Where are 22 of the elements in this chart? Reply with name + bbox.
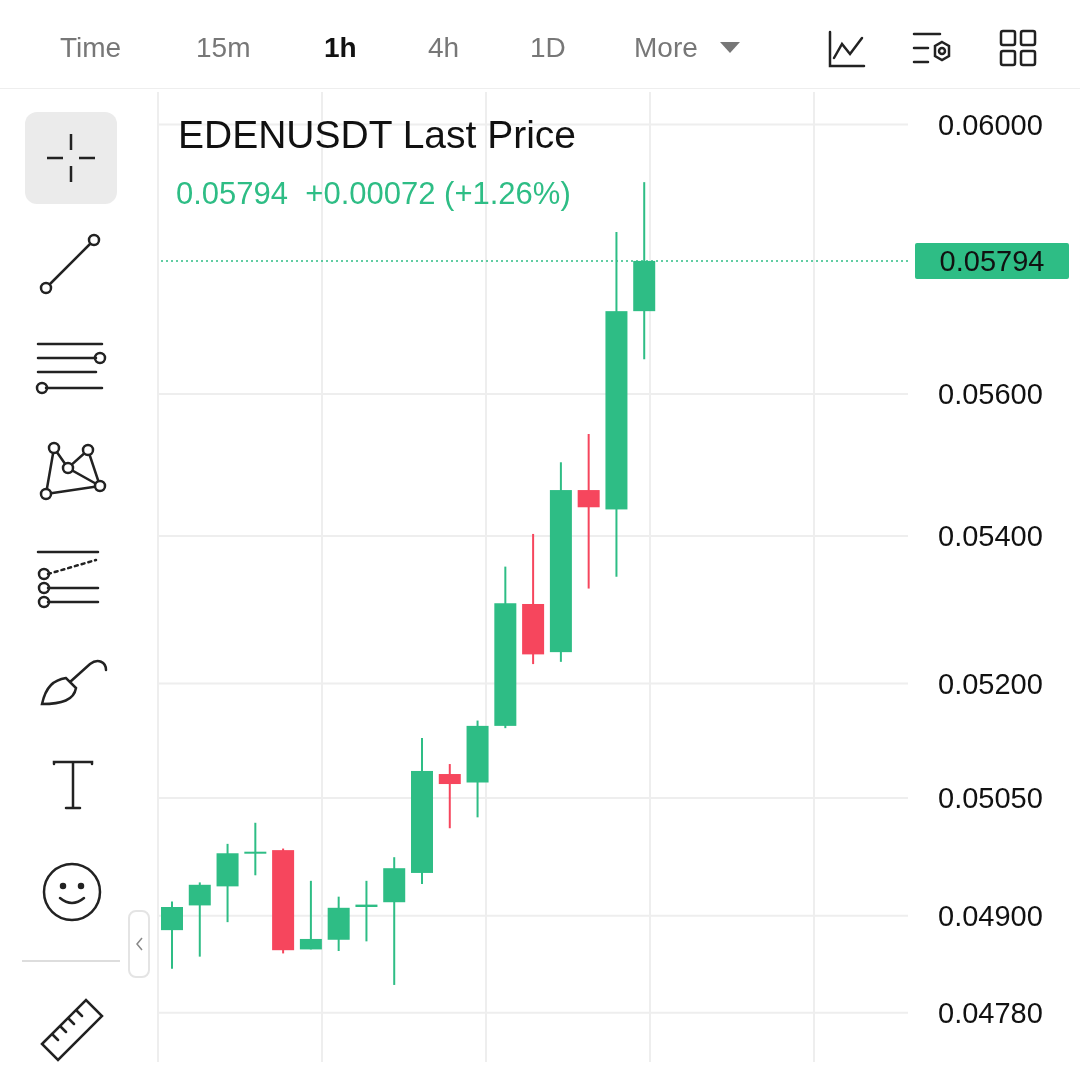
text: 1D xyxy=(530,32,566,64)
candlestick xyxy=(188,881,211,958)
text: EDENUSDT Last Price xyxy=(178,113,577,157)
y-tick-label: 0.05050 xyxy=(938,782,1043,815)
y-tick-label: 0.05200 xyxy=(938,667,1043,700)
ref-line-label: 0.05794 xyxy=(939,244,1045,277)
text: 4h xyxy=(428,32,460,64)
candlestick xyxy=(438,763,461,830)
text: 0.05794 +0.00072 (+1.26%) xyxy=(176,176,571,212)
candlestick xyxy=(577,432,600,590)
y-tick-label: 0.04780 xyxy=(938,996,1043,1029)
candlestick xyxy=(244,821,267,877)
y-tick-label: 0.04900 xyxy=(938,900,1043,933)
text: 1h xyxy=(324,32,357,64)
y-tick-label: 0.05400 xyxy=(938,520,1043,553)
candlestick xyxy=(299,879,322,951)
y-tick-label: 0.05600 xyxy=(938,378,1043,411)
y-tick-label: 0.06000 xyxy=(938,108,1043,141)
text: 15m xyxy=(196,32,251,64)
text: More xyxy=(634,32,698,64)
text: Time xyxy=(60,32,122,64)
candlestick xyxy=(161,900,183,970)
